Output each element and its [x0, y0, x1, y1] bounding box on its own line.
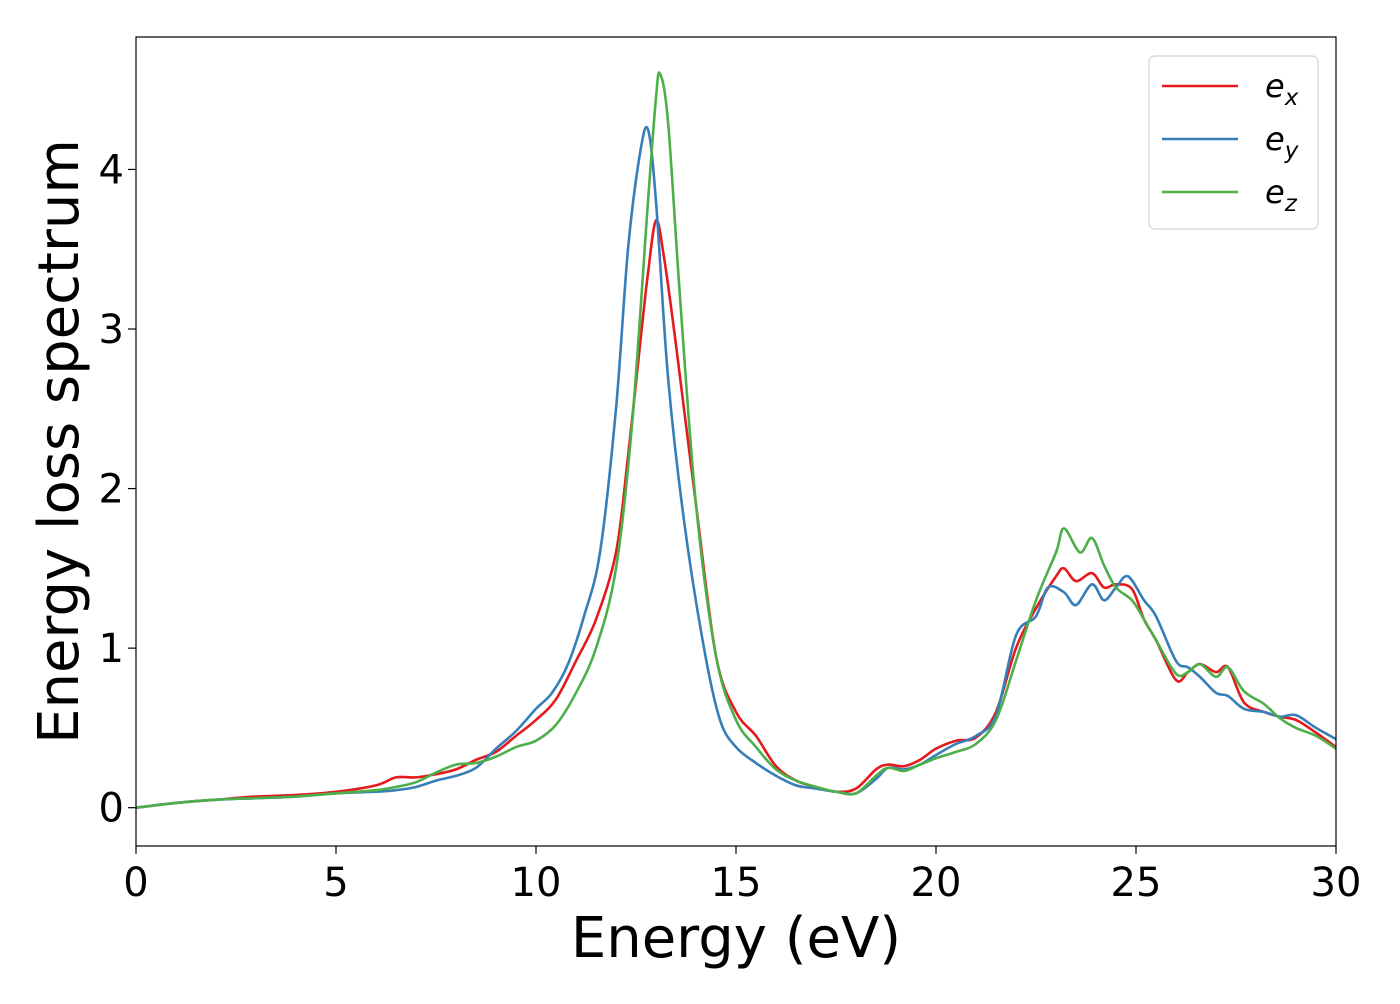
- series-line-y: [136, 125, 1336, 809]
- y-tick-label: 0: [99, 786, 124, 832]
- x-tick-label: 20: [911, 860, 962, 906]
- x-tick-label: 15: [711, 860, 762, 906]
- y-tick-label: 2: [99, 467, 124, 513]
- x-axis-label: Energy (eV): [571, 906, 901, 971]
- x-tick-label: 0: [123, 860, 148, 906]
- legend-label-x: ex: [1265, 67, 1299, 111]
- y-axis: 0 1 2 3 4: [99, 147, 136, 832]
- y-tick-label: 4: [99, 147, 124, 193]
- x-tick-label: 5: [323, 860, 348, 906]
- legend-label-y: ey: [1265, 120, 1299, 164]
- x-axis: 0 5 10 15 20 25 30: [123, 846, 1361, 906]
- y-axis-label: Energy loss spectrum: [27, 139, 92, 744]
- legend-box: [1148, 55, 1319, 230]
- x-tick-label: 30: [1311, 860, 1362, 906]
- x-tick-label: 25: [1111, 860, 1162, 906]
- x-tick-label: 10: [511, 860, 562, 906]
- series-line-z: [136, 71, 1336, 809]
- series-layer: [136, 71, 1336, 809]
- y-tick-label: 3: [99, 307, 124, 353]
- y-tick-label: 1: [99, 626, 124, 672]
